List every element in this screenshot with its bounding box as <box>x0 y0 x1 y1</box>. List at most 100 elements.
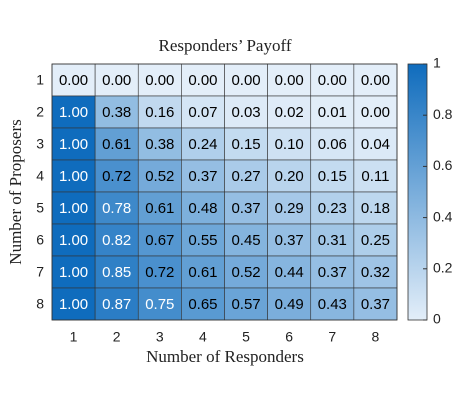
y-tick-label: 1 <box>36 72 44 88</box>
cell-label: 0.00 <box>318 72 347 89</box>
heatmap-cell <box>94 127 139 161</box>
cell-label: 1.00 <box>59 232 88 249</box>
heatmap-cell <box>94 223 139 257</box>
cell-label: 0.11 <box>361 168 389 185</box>
heatmap-cell <box>51 255 96 289</box>
heatmap-cell <box>181 95 225 129</box>
cell-label: 1.00 <box>59 264 88 281</box>
heatmap-cell <box>353 63 398 97</box>
cell-label: 0.00 <box>361 104 390 121</box>
cell-label: 0.23 <box>318 200 347 217</box>
colorbar-tick-label: 0.4 <box>433 208 453 224</box>
heatmap-cell <box>224 191 268 225</box>
cell-label: 0.52 <box>231 264 260 281</box>
heatmap-cell <box>94 63 139 97</box>
cell-label: 0.15 <box>318 168 347 185</box>
heatmap-cell <box>267 127 312 161</box>
x-tick-label: 3 <box>156 329 164 345</box>
x-tick-label: 5 <box>242 329 250 345</box>
colorbar-tick-label: 1 <box>433 55 441 71</box>
y-tick-label: 4 <box>36 168 44 184</box>
cell-label: 1.00 <box>59 104 88 121</box>
cell-label: 0.43 <box>318 296 347 313</box>
heatmap-cell <box>353 255 398 289</box>
heatmap-cell <box>224 255 268 289</box>
heatmap-cell <box>181 159 225 193</box>
heatmap-cell <box>353 223 398 257</box>
cell-label: 0.67 <box>145 232 174 249</box>
heatmap-cell <box>181 191 225 225</box>
cell-label: 0.49 <box>275 296 304 313</box>
cell-label: 0.00 <box>145 72 174 89</box>
cell-label: 0.04 <box>361 136 390 153</box>
heatmap-cell <box>310 159 355 193</box>
cell-label: 0.87 <box>102 296 131 313</box>
x-axis-label: Number of Responders <box>146 347 304 366</box>
heatmap-cell <box>353 191 398 225</box>
cell-label: 0.16 <box>145 104 174 121</box>
cell-label: 0.55 <box>188 232 217 249</box>
heatmap-cell <box>267 255 312 289</box>
y-tick-label: 2 <box>36 104 44 120</box>
heatmap-cell <box>310 127 355 161</box>
heatmap-cell <box>51 159 96 193</box>
cell-label: 0.00 <box>102 72 131 89</box>
heatmap-cell <box>224 287 268 321</box>
x-tick-label: 4 <box>199 329 207 345</box>
cell-label: 0.18 <box>361 200 390 217</box>
cell-label: 0.61 <box>102 136 131 153</box>
cell-label: 1.00 <box>59 200 88 217</box>
y-tick-label: 5 <box>36 200 44 216</box>
cell-label: 0.00 <box>59 72 88 89</box>
cell-label: 0.85 <box>102 264 131 281</box>
cell-label: 0.75 <box>145 296 174 313</box>
cell-label: 0.61 <box>188 264 217 281</box>
cell-label: 0.32 <box>361 264 390 281</box>
cell-label: 0.00 <box>361 72 390 89</box>
cell-label: 0.00 <box>275 72 304 89</box>
heatmap-cell <box>267 95 312 129</box>
x-tick-label: 2 <box>113 329 121 345</box>
heatmap-cell <box>94 95 139 129</box>
cell-label: 1.00 <box>59 296 88 313</box>
y-tick-label: 3 <box>36 136 44 152</box>
heatmap-cell <box>267 223 312 257</box>
cell-label: 0.52 <box>145 168 174 185</box>
cell-label: 0.00 <box>188 72 217 89</box>
heatmap-cell <box>310 223 355 257</box>
cell-label: 0.37 <box>318 264 347 281</box>
y-tick-label: 6 <box>36 232 44 248</box>
heatmap-cell <box>353 287 398 321</box>
cell-label: 0.72 <box>102 168 131 185</box>
cell-label: 0.10 <box>275 136 304 153</box>
cell-label: 0.72 <box>145 264 174 281</box>
cell-label: 0.00 <box>231 72 260 89</box>
heatmap-cell <box>137 255 182 289</box>
cell-label: 0.31 <box>318 232 347 249</box>
cell-label: 0.48 <box>188 200 217 217</box>
cell-label: 0.29 <box>275 200 304 217</box>
x-tick-label: 6 <box>285 329 293 345</box>
cell-label: 1.00 <box>59 136 88 153</box>
heatmap-cell <box>137 159 182 193</box>
cell-label: 0.78 <box>102 200 131 217</box>
cell-label: 0.06 <box>318 136 347 153</box>
cell-label: 0.37 <box>361 296 390 313</box>
heatmap-cell <box>224 127 268 161</box>
cell-label: 0.57 <box>231 296 260 313</box>
colorbar-tick-label: 0.6 <box>433 157 453 173</box>
cell-label: 0.37 <box>275 232 304 249</box>
heatmap-cell <box>137 287 182 321</box>
plot-border <box>51 63 398 321</box>
cell-label: 0.20 <box>275 168 304 185</box>
cell-label: 0.27 <box>231 168 260 185</box>
heatmap-cell <box>353 95 398 129</box>
x-tick-label: 1 <box>70 329 78 345</box>
x-tick-label: 7 <box>328 329 336 345</box>
y-tick-label: 7 <box>36 264 44 280</box>
heatmap-cell <box>310 191 355 225</box>
heatmap-cell <box>51 63 96 97</box>
cell-label: 0.37 <box>231 200 260 217</box>
colorbar-tick-label: 0 <box>433 311 441 327</box>
